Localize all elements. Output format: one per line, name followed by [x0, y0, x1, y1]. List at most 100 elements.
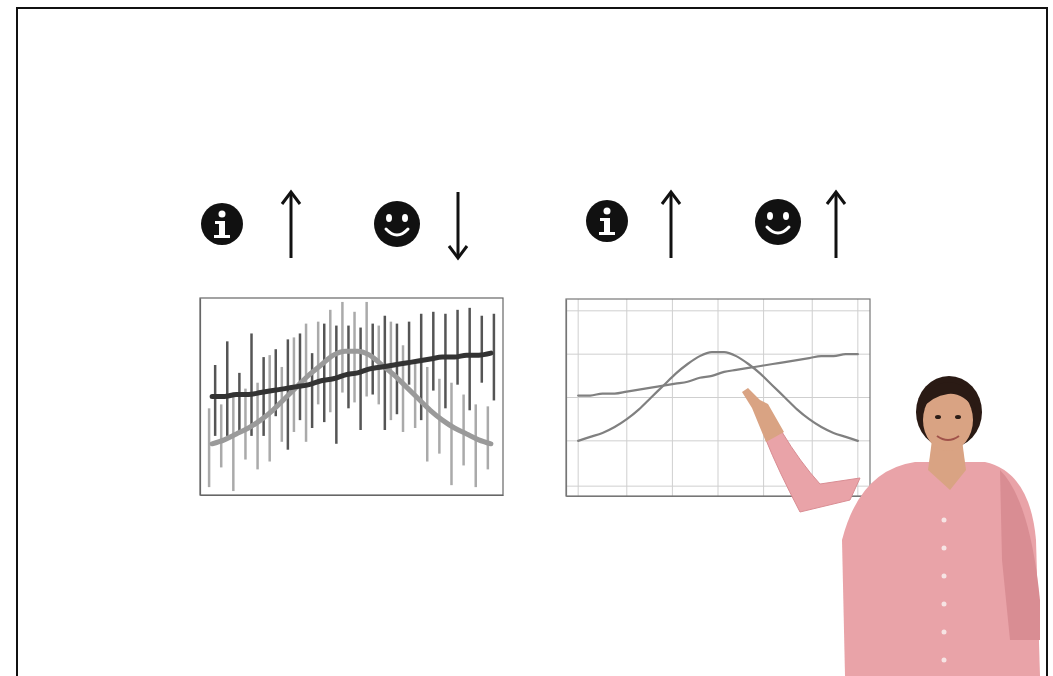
chart — [200, 298, 504, 496]
arrow-down — [449, 192, 467, 258]
presenter-body — [842, 462, 1040, 676]
plot-background — [566, 299, 870, 496]
error-bar — [444, 314, 447, 409]
arrow-up — [827, 192, 845, 258]
grid-line-y — [566, 397, 870, 398]
error-bar — [384, 316, 387, 430]
line — [212, 353, 491, 396]
plot-marks — [578, 352, 858, 441]
smiley-eye — [783, 212, 789, 220]
info-serif — [215, 221, 222, 224]
presenter-arm — [766, 432, 860, 512]
plot-background — [200, 298, 503, 495]
error-bar — [317, 322, 320, 405]
smiley-mouth — [767, 227, 789, 233]
smiley-eye — [767, 212, 773, 220]
line — [212, 351, 491, 444]
presenter-button — [942, 546, 947, 551]
error-bar — [353, 312, 356, 403]
error-bar — [487, 406, 490, 469]
error-bar — [456, 310, 459, 385]
plot-marks — [209, 302, 494, 491]
error-bar — [226, 341, 229, 436]
presenter-eye — [935, 415, 941, 419]
arrow-up — [662, 192, 680, 258]
arrow-head — [827, 192, 845, 204]
line — [578, 354, 858, 395]
error-bar — [432, 312, 435, 391]
error-bar — [214, 365, 217, 436]
error-bar — [335, 326, 338, 444]
error-bar — [299, 333, 302, 420]
error-bar — [408, 322, 411, 385]
error-bar — [359, 328, 362, 430]
presenter-button — [942, 574, 947, 579]
error-bar — [208, 408, 211, 487]
arrow-head — [282, 192, 300, 204]
chart — [566, 299, 871, 497]
error-bar — [244, 389, 247, 460]
smiley-eye — [402, 214, 408, 222]
presenter-eye — [955, 415, 961, 419]
error-bar — [323, 324, 326, 423]
info-icon — [201, 203, 243, 245]
info-serif — [600, 218, 607, 221]
smiley-icon — [755, 199, 801, 245]
info-icon — [586, 200, 628, 242]
info-base — [214, 235, 230, 238]
presenter-button — [942, 658, 947, 663]
smiley-face — [374, 201, 420, 247]
error-bar — [468, 308, 471, 410]
error-bar — [347, 326, 350, 409]
info-circle — [586, 200, 628, 242]
info-dot — [219, 211, 226, 218]
error-bar — [426, 367, 429, 462]
arrow-shaft — [670, 192, 673, 258]
error-bar — [341, 302, 344, 393]
arrow-head — [662, 192, 680, 204]
info-base — [599, 232, 615, 235]
smiley-icon — [374, 201, 420, 247]
error-bar — [238, 373, 241, 432]
error-bar — [250, 333, 253, 435]
presenter-fringe — [921, 382, 976, 410]
smiley-face — [755, 199, 801, 245]
error-bar — [396, 324, 399, 415]
presenter-button — [942, 630, 947, 635]
presenter-button — [942, 518, 947, 523]
arrow-up — [282, 192, 300, 258]
grid — [566, 299, 870, 496]
line — [578, 352, 858, 441]
error-bar — [262, 357, 265, 436]
slide-frame — [17, 8, 1047, 676]
arrow-shaft — [290, 192, 293, 258]
error-bar — [311, 353, 314, 428]
error-bar — [402, 345, 405, 432]
arrow-head — [449, 246, 467, 258]
info-circle — [201, 203, 243, 245]
smiley-mouth — [386, 229, 408, 235]
presenter-smile — [937, 436, 959, 440]
grid-line-y — [566, 354, 870, 355]
presenter-sleeve — [1000, 470, 1040, 640]
error-bar — [493, 314, 496, 401]
info-dot — [604, 208, 611, 215]
error-bar — [481, 316, 484, 383]
error-bar — [220, 404, 223, 467]
arrow-shaft — [835, 192, 838, 258]
arrow-shaft — [457, 192, 460, 258]
grid-line-y — [566, 310, 870, 311]
error-bar — [450, 383, 453, 485]
presenter-forearm — [742, 388, 784, 442]
smiley-eye — [386, 214, 392, 222]
plot-frame — [566, 299, 870, 496]
presenter-button — [942, 602, 947, 607]
error-bar — [365, 302, 368, 397]
grid-line-y — [566, 440, 870, 441]
error-bar — [232, 393, 235, 492]
error-bar — [474, 404, 477, 487]
presenter — [742, 376, 1040, 676]
error-bar — [268, 355, 271, 461]
slide — [0, 0, 1053, 676]
plot-frame — [200, 298, 503, 495]
